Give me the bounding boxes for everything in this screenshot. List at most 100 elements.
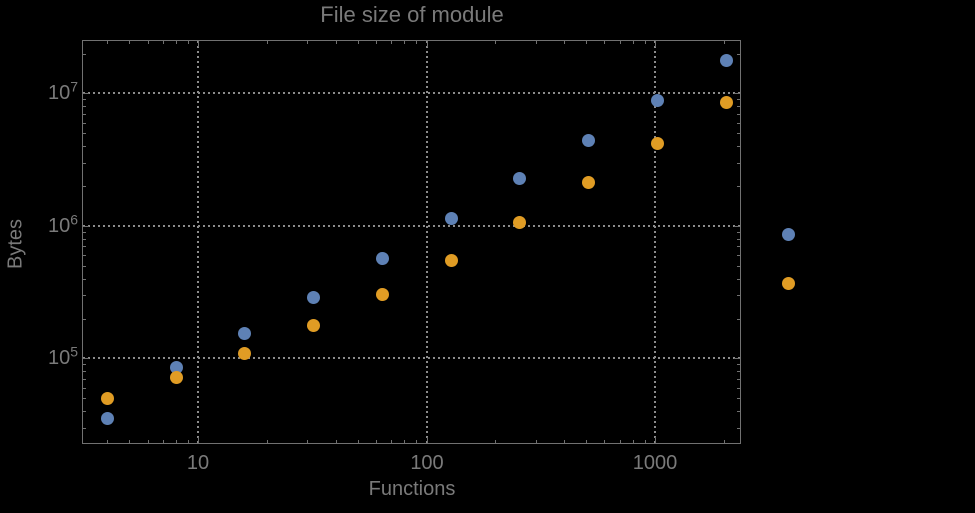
y-tick-exponent: 7 [70,78,78,95]
data-point-series-2-orange [100,391,114,405]
x-tick-top [632,41,634,44]
y-tick-left [83,398,86,400]
y-gridline [83,92,740,95]
y-tick-left [83,265,86,267]
x-tick-bottom [426,437,428,443]
y-gridline [83,224,740,227]
x-tick-top [586,41,588,44]
x-tick-top [176,41,178,44]
data-point-series-2-orange [650,136,664,150]
x-tick-bottom [266,440,268,443]
x-tick-top [604,41,606,44]
x-tick-top [307,41,309,44]
x-tick-bottom [535,440,537,443]
y-tick-right [737,238,740,240]
y-tick-left [83,122,86,124]
y-tick-right [734,225,740,227]
x-tick-bottom [654,437,656,443]
y-tick-left [83,225,89,227]
x-tick-top [391,41,393,44]
y-tick-left [83,246,86,248]
x-tick-top [644,41,646,44]
y-tick-exponent: 5 [70,343,78,360]
x-tick-top [426,41,428,47]
data-point-series-1-blue [307,290,321,304]
x-tick-bottom [632,440,634,443]
y-tick-left [83,53,86,55]
data-point-series-1-blue [782,228,796,242]
x-tick-top [375,41,377,44]
y-tick-left [83,358,89,360]
data-point-series-1-blue [375,251,389,265]
x-tick-label-1000: 1000 [632,452,678,474]
x-tick-bottom [586,440,588,443]
x-tick-top [335,41,337,44]
y-tick-left [83,162,86,164]
data-point-series-1-blue [650,94,664,108]
x-tick-top [416,41,418,44]
data-point-series-1-blue [582,133,596,147]
y-tick-left [83,387,86,389]
x-tick-top [147,41,149,44]
x-tick-top [535,41,537,44]
y-tick-left [83,411,86,413]
y-tick-left [83,93,89,95]
data-point-series-2-orange [582,176,596,190]
y-tick-left [83,278,86,280]
y-tick-base: 10 [47,82,71,104]
x-tick-bottom [391,440,393,443]
x-tick-top [654,41,656,47]
y-tick-right [737,295,740,297]
y-tick-right [737,146,740,148]
y-tick-exponent: 6 [70,211,78,228]
x-tick-bottom [129,440,131,443]
data-point-series-1-blue [719,54,733,68]
chart-title: File size of module [320,2,504,27]
y-tick-right [737,246,740,248]
x-tick-bottom [187,440,189,443]
x-tick-bottom [564,440,566,443]
data-point-series-1-blue [513,172,527,186]
data-point-series-1-blue [238,327,252,341]
y-tick-left [83,106,86,108]
x-tick-top [187,41,189,44]
x-tick-bottom [162,440,164,443]
x-tick-top [129,41,131,44]
y-tick-right [737,122,740,124]
x-tick-top [162,41,164,44]
y-tick-right [737,255,740,257]
y-tick-label-1e7: 107 [47,79,78,104]
x-tick-bottom [357,440,359,443]
y-tick-right [737,162,740,164]
y-tick-left [83,113,86,115]
y-tick-label-1e5: 105 [48,344,78,368]
y-tick-left [83,133,86,135]
data-point-series-2-orange [169,370,183,384]
x-tick-top [357,41,359,44]
data-point-series-2-orange [444,253,458,267]
data-point-series-1-blue [100,412,114,426]
y-tick-right [737,427,740,429]
x-tick-top [495,41,497,44]
plot-frame [82,40,741,444]
y-tick-right [737,113,740,115]
y-tick-right [737,106,740,108]
y-tick-right [737,364,740,366]
y-tick-label-1e6: 106 [48,212,78,236]
y-tick-left [83,231,86,233]
x-tick-top [619,41,621,44]
y-tick-left [83,318,86,320]
y-tick-right [734,93,740,95]
data-point-series-2-orange [782,276,796,290]
x-tick-top [198,41,200,47]
y-tick-left [83,186,86,188]
data-point-series-1-blue [444,212,458,226]
y-tick-right [737,133,740,135]
x-tick-bottom [176,440,178,443]
y-tick-left [83,371,86,373]
x-tick-bottom [375,440,377,443]
x-tick-bottom [644,440,646,443]
y-tick-right [737,186,740,188]
y-tick-left [83,295,86,297]
